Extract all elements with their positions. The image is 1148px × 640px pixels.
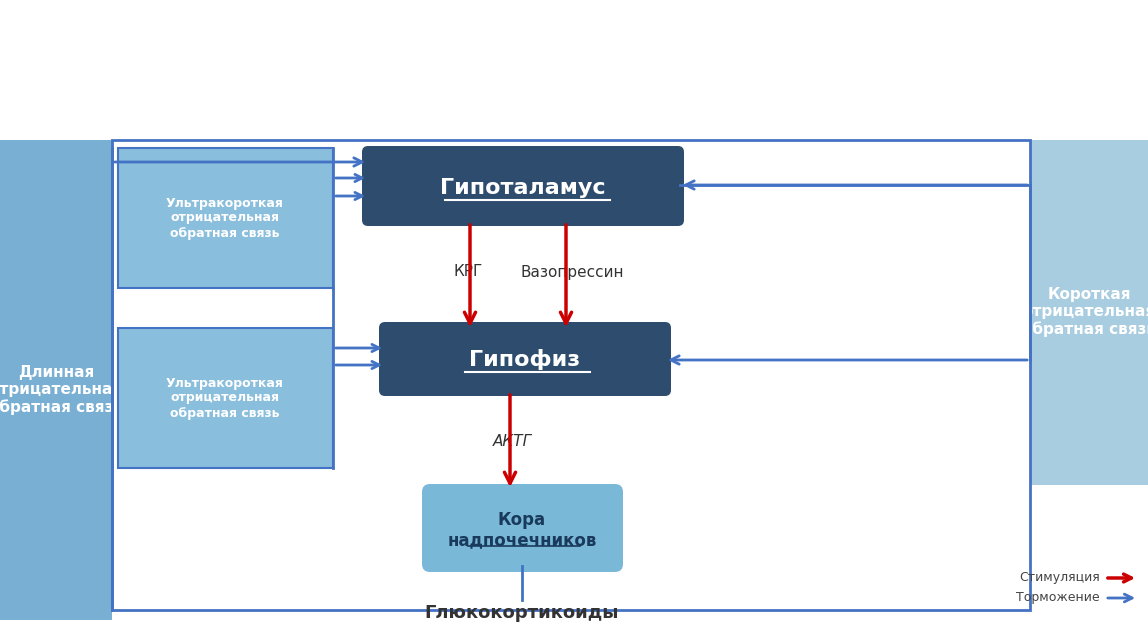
- Bar: [113, 140, 1030, 610]
- FancyBboxPatch shape: [422, 484, 623, 572]
- Text: Торможение: Торможение: [1016, 591, 1100, 605]
- FancyBboxPatch shape: [379, 322, 670, 396]
- Text: Стимуляция: Стимуляция: [1019, 572, 1100, 584]
- Text: Глюкокортикоиды: Глюкокортикоиды: [425, 604, 619, 622]
- Bar: [118, 328, 333, 468]
- Text: АКТГ: АКТГ: [492, 435, 532, 449]
- Text: Вазопрессин: Вазопрессин: [520, 264, 623, 280]
- Text: Гипофиз: Гипофиз: [470, 349, 581, 371]
- Text: Ультракороткая
отрицательная
обратная связь: Ультракороткая отрицательная обратная св…: [166, 376, 284, 419]
- Text: КРГ: КРГ: [453, 264, 482, 280]
- Bar: [118, 148, 333, 288]
- Text: Ультракороткая
отрицательная
обратная связь: Ультракороткая отрицательная обратная св…: [166, 196, 284, 239]
- Bar: [0, 140, 113, 620]
- Bar: [1030, 140, 1148, 485]
- Text: Гипоталамус: Гипоталамус: [440, 178, 606, 198]
- Text: Кора
надпочечников: Кора надпочечников: [448, 511, 597, 549]
- Text: Короткая
отрицательная
обратная связь: Короткая отрицательная обратная связь: [1022, 287, 1148, 337]
- FancyBboxPatch shape: [362, 146, 684, 226]
- Text: Длинная
отрицательная
обратная связь: Длинная отрицательная обратная связь: [0, 365, 123, 415]
